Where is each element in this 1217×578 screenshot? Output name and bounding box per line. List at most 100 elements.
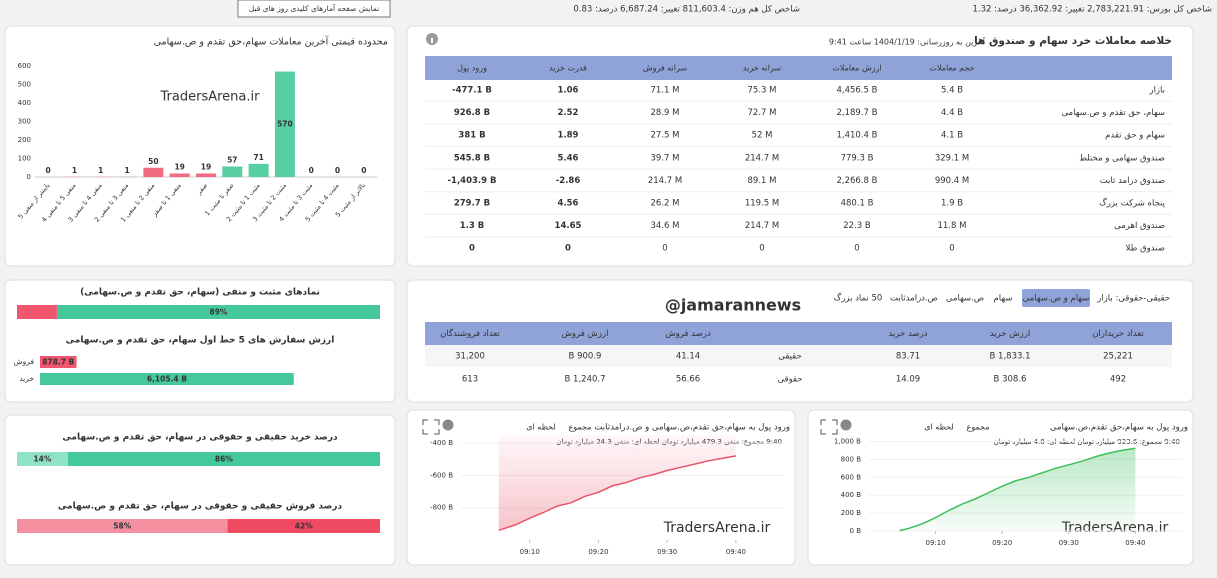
updated-time: آخرین به روزرسانی: 1404/1/19 ساعت 9:41 [829,37,986,47]
line [899,447,1136,532]
cell: 26.2 M [651,199,680,209]
cell: 1,240.7 B [565,375,606,385]
cell: 1,410.4 B [837,131,878,141]
cell: 214.7 M [745,221,779,231]
segment-label: 86% [215,455,233,464]
chart-title: محدوده قیمتی آخرین معاملات سهام،حق تقدم … [154,35,388,48]
tab: سهام [994,294,1013,304]
option: لحظه ای [924,423,953,432]
row-label: صندوق اهرمی [1114,221,1165,231]
cell: 381 B [458,131,485,141]
x-tick-label: 09:10 [520,548,540,556]
row-label: سهام و حق تقدم [1105,131,1165,141]
tab: سهام و ص.سهامی [1023,294,1090,304]
y-tick-label: 200 B [841,509,862,517]
area [498,435,736,531]
value-label: 19 [174,162,184,171]
expand-icon[interactable] [820,419,838,435]
segment [17,519,228,533]
help-icon[interactable] [840,419,852,431]
y-tick-label: 300 [18,118,31,126]
cell: 2,189.7 B [837,108,878,118]
value-label: 71 [253,153,263,162]
column-header: تعداد خریداران [1092,329,1144,339]
column-header: سرانه خرید [743,64,781,73]
cell: 308.6 B [994,375,1027,385]
history-button[interactable] [237,0,391,18]
expand-icon[interactable] [422,419,440,435]
order-bar [40,373,294,385]
watermark: TradersArena.ir [160,90,261,105]
value-label: 57 [227,155,237,164]
row-background [425,368,1172,390]
cell: 22.3 B [843,221,871,231]
cell: 0 [469,244,475,254]
cell: 52 M [752,131,773,141]
option: مجموع [569,423,592,432]
cell: 34.6 M [651,221,680,231]
value-label: 0 [46,166,51,175]
segment [17,305,57,319]
column-header: درصد فروش [665,329,711,339]
cell: 1.89 [558,131,579,141]
cell: 926.8 B [454,108,490,118]
help-icon[interactable] [442,419,454,431]
cell: 31,200 [455,352,485,362]
option: لحظه ای [526,423,555,432]
value-label: 0 [309,166,314,175]
value-label: 0 [335,166,340,175]
y-tick-label: 500 [18,81,31,89]
cell: 83.71 [896,352,920,362]
panel-title: درصد فروش حقیقی و حقوقی در سهام، حق تقدم… [58,502,343,512]
y-tick-label: 200 [18,136,31,144]
cell: 14.65 [555,221,582,231]
cell: 329.1 M [935,153,969,163]
x-tick-label: 09:30 [1059,539,1079,547]
cell: 2,266.8 B [837,176,878,186]
cell: 1.06 [558,86,579,96]
bar [143,167,164,177]
tab: ص.درامدثابت [890,294,938,304]
active-tab[interactable] [1022,289,1090,307]
y-tick-label: 100 [18,155,31,163]
table-header [425,56,1172,80]
y-tick-label: 800 B [841,455,862,463]
cell: 28.9 M [651,108,680,118]
value-label: 0 [361,166,366,175]
cell: 25,221 [1103,352,1133,362]
column-header: قدرت خرید [549,64,587,73]
cell: 1.9 B [941,199,963,209]
segment [227,519,380,533]
value-label: 19 [201,162,211,171]
cell: -1,403.9 B [448,176,497,186]
cell: 0 [854,244,859,254]
segment-label: 58% [113,522,131,531]
y-tick-label: -800 B [430,504,453,512]
equal-weight-index: شاخص کل هم وزن: 811,603.4 تغییر: 6,687.2… [573,5,800,15]
x-tick-label: 09:40 [726,548,746,556]
bar [248,163,269,177]
y-tick-label: -400 B [430,439,453,447]
cell: 5.46 [558,153,579,163]
value-label: 50 [148,157,158,166]
bar [196,173,216,177]
value-label: 1 [72,166,77,175]
column-header: ارزش معاملات [832,64,881,73]
chart-title: ورود پول به سهام،حق تقدم،ص.سهامی و ص.درا… [594,423,790,433]
table-title: خلاصه معاملات خرد سهام و صندوق ها [974,35,1172,47]
y-tick-label: 0 B [850,527,862,535]
panel-title: نمادهای مثبت و منفی (سهام، حق تقدم و ص.س… [80,288,320,298]
cell: 56.66 [676,375,700,385]
column-header: ارزش خرید [990,329,1030,339]
cell: 71.1 M [651,86,680,96]
column-header: سرانه فروش [643,64,688,73]
x-tick-label: 09:40 [1125,539,1145,547]
cell: 900.9 B [569,352,602,362]
bar [169,173,190,177]
y-tick-label: 600 [18,62,31,70]
cell: 5.4 B [941,86,963,96]
cell: 75.3 M [748,86,777,96]
area [899,448,1136,531]
cell: 1,833.1 B [990,352,1031,362]
